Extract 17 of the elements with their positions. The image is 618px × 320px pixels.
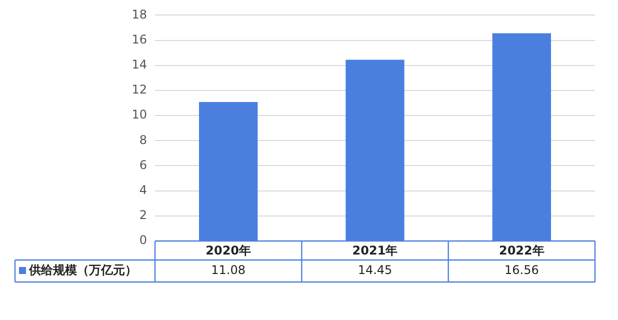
y-tick-label: 12 xyxy=(132,82,147,97)
y-tick-label: 4 xyxy=(139,182,147,197)
x-tick-label: 2021年 xyxy=(352,243,398,258)
y-tick-label: 6 xyxy=(139,158,147,172)
y-tick-label: 16 xyxy=(132,32,147,46)
y-tick-label: 18 xyxy=(132,7,147,22)
data-label: 14.45 xyxy=(358,263,392,278)
y-tick-label: 10 xyxy=(132,108,147,122)
x-tick-label: 2022年 xyxy=(498,243,544,258)
y-tick-label: 0 xyxy=(139,233,147,248)
y-tick-label: 14 xyxy=(132,58,147,72)
y-tick-label: 8 xyxy=(139,132,147,147)
y-tick-label: 2 xyxy=(139,208,147,222)
data-label: 11.08 xyxy=(211,263,246,278)
data-label: 16.56 xyxy=(504,263,539,278)
x-tick-label: 2020年 xyxy=(206,243,252,258)
legend-label: 供给规模（万亿元） xyxy=(28,263,137,278)
